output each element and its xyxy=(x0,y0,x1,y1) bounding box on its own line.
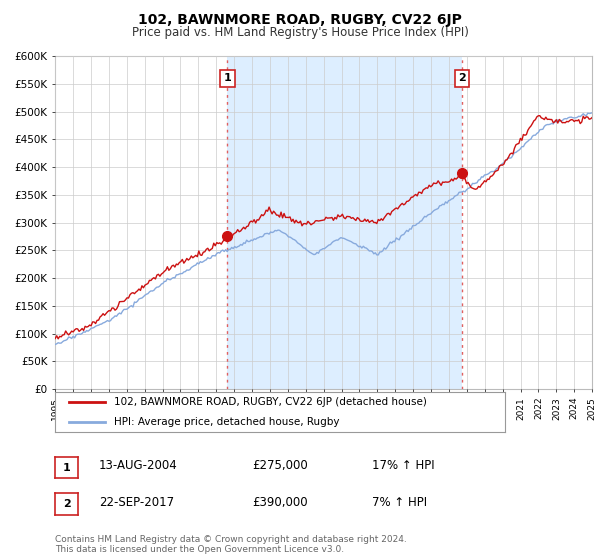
Text: Contains HM Land Registry data © Crown copyright and database right 2024.
This d: Contains HM Land Registry data © Crown c… xyxy=(55,535,407,554)
Text: 2: 2 xyxy=(458,73,466,83)
Text: 1: 1 xyxy=(224,73,231,83)
Text: 102, BAWNMORE ROAD, RUGBY, CV22 6JP (detached house): 102, BAWNMORE ROAD, RUGBY, CV22 6JP (det… xyxy=(114,398,427,408)
Text: 2: 2 xyxy=(63,499,70,509)
Text: Price paid vs. HM Land Registry's House Price Index (HPI): Price paid vs. HM Land Registry's House … xyxy=(131,26,469,39)
Text: 17% ↑ HPI: 17% ↑ HPI xyxy=(372,459,434,473)
Text: 1: 1 xyxy=(63,463,70,473)
Text: 102, BAWNMORE ROAD, RUGBY, CV22 6JP: 102, BAWNMORE ROAD, RUGBY, CV22 6JP xyxy=(138,13,462,27)
Text: £275,000: £275,000 xyxy=(252,459,308,473)
Text: £390,000: £390,000 xyxy=(252,496,308,509)
Bar xyxy=(227,56,462,389)
Text: HPI: Average price, detached house, Rugby: HPI: Average price, detached house, Rugb… xyxy=(114,417,339,427)
Text: 22-SEP-2017: 22-SEP-2017 xyxy=(99,496,174,509)
Text: 13-AUG-2004: 13-AUG-2004 xyxy=(99,459,178,473)
Text: 7% ↑ HPI: 7% ↑ HPI xyxy=(372,496,427,509)
